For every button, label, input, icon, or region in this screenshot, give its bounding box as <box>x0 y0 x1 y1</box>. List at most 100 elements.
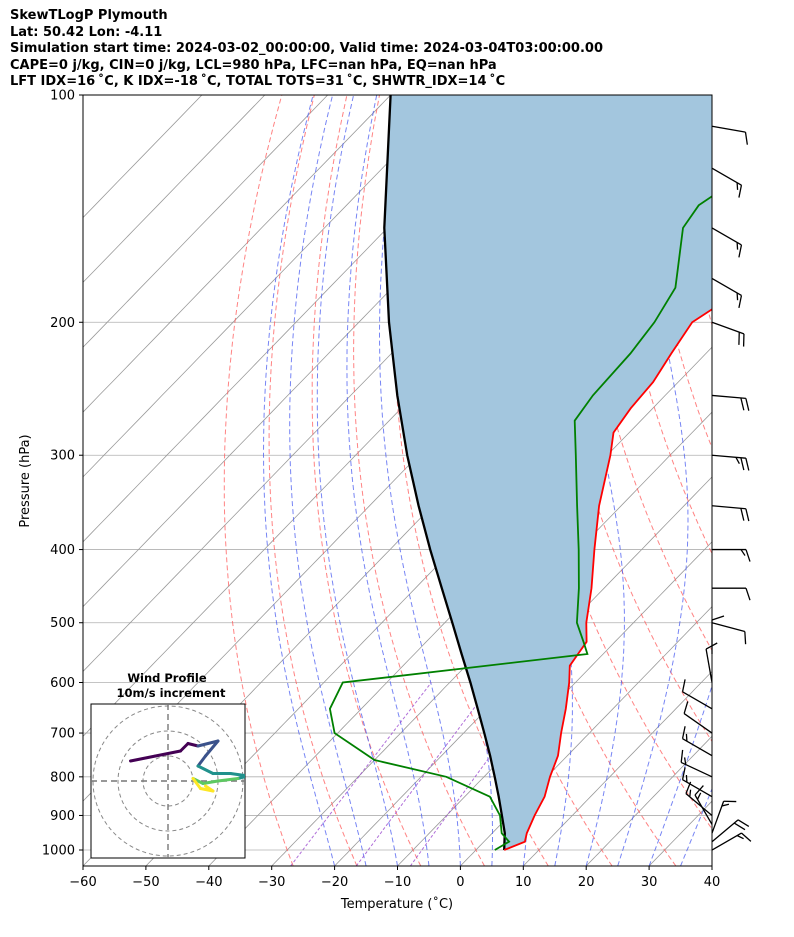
hodograph-segment <box>196 754 207 768</box>
wind-barb <box>711 454 750 471</box>
wind-barb-flag <box>711 615 725 621</box>
title-line-indices: LFT IDX=16 ˚C, K IDX=-18 ˚C, TOTAL TOTS=… <box>10 74 506 89</box>
background-lines <box>83 95 794 866</box>
x-tick-label: −60 <box>69 875 96 890</box>
wind-barb <box>712 548 751 562</box>
wind-barb-staff <box>711 819 739 843</box>
isotherm-line <box>83 95 580 608</box>
hodograph-segment <box>204 784 215 793</box>
wind-barb <box>711 227 743 258</box>
wind-barbs <box>680 125 752 851</box>
wind-barb <box>711 277 743 309</box>
wind-barb-flag <box>745 458 750 471</box>
x-tick-label: 40 <box>704 875 721 890</box>
wind-barb-flag <box>740 508 745 521</box>
moist-adiabat-line <box>316 95 398 866</box>
wind-barb-flag <box>738 185 743 198</box>
isotherm-line <box>83 95 643 673</box>
x-tick-label: −30 <box>258 875 285 890</box>
chart-title-block: SkewTLogP Plymouth Lat: 50.42 Lon: -4.11… <box>10 8 603 91</box>
wind-barb-staff <box>682 738 713 757</box>
wind-barb <box>681 726 713 757</box>
dry-adiabat-line <box>770 95 794 866</box>
wind-barb-staff <box>682 691 713 710</box>
isotherm-line <box>83 95 517 543</box>
wind-barb <box>711 394 750 411</box>
title-line-location: Lat: 50.42 Lon: -4.11 <box>10 24 163 40</box>
moist-adiabat-line <box>379 95 461 866</box>
wind-barb <box>711 615 725 654</box>
y-tick-label: 400 <box>50 543 75 558</box>
hodograph-segment <box>236 775 245 780</box>
wind-barb-flag <box>683 701 689 714</box>
wind-barb-flag <box>738 295 743 309</box>
hodograph-subtitle: 10m/s increment <box>117 686 226 700</box>
wind-barb-flag <box>745 587 751 601</box>
wind-barb <box>694 785 713 825</box>
isotherm-line <box>208 346 712 866</box>
y-axis-label: Pressure (hPa) <box>18 434 33 527</box>
isotherm-line <box>648 800 712 866</box>
hodograph-title: Wind Profile <box>127 671 207 685</box>
wind-barb-flag <box>681 679 686 692</box>
hodograph-segment <box>129 754 157 763</box>
hodograph-segment <box>204 739 220 758</box>
wind-barb-staff <box>705 648 713 683</box>
wind-barb <box>680 749 713 778</box>
wind-barb-staff <box>694 794 713 825</box>
wind-barb-flag <box>745 549 751 562</box>
hodograph-segment <box>216 777 240 783</box>
wind-barb-staff <box>711 622 746 633</box>
axes: −60 −50 −40 −30 −20 −10 0 10 20 30 40 1000 900 800 700… <box>42 89 720 891</box>
wind-barb-flag <box>744 132 748 145</box>
moist-adiabat-line <box>680 787 712 866</box>
title-line-times: Simulation start time: 2024-03-02_00:00:… <box>10 41 603 56</box>
isotherm-line <box>523 670 712 866</box>
dry-adiabat-line <box>268 95 358 866</box>
wind-barb-staff <box>680 761 713 778</box>
wind-barb-flag <box>694 785 704 796</box>
moist-adiabat-line <box>617 95 689 866</box>
dry-adiabat-line <box>738 95 794 866</box>
y-tick-label: 300 <box>50 449 75 464</box>
x-tick-label: 10 <box>515 875 532 890</box>
x-tick-label: 0 <box>456 875 464 890</box>
cin-shaded-area <box>384 95 712 850</box>
hodograph-segment <box>154 749 182 758</box>
moist-adiabat-line <box>711 864 712 866</box>
wind-barb-flag <box>721 803 730 807</box>
wind-barb-staff <box>682 779 713 798</box>
wind-barb-flag <box>696 792 702 800</box>
dry-adiabat-line <box>505 95 712 830</box>
hodograph-segment <box>191 777 202 790</box>
wind-barb <box>712 587 751 601</box>
hodograph-plot <box>91 704 245 858</box>
isotherm-line <box>775 95 794 866</box>
wind-barb-staff <box>711 277 742 297</box>
y-tick-label: 700 <box>50 727 75 742</box>
wind-barb-flag <box>744 631 747 645</box>
y-tick-label: 1000 <box>42 844 75 859</box>
wind-barb-flag <box>745 508 750 522</box>
mixing-ratio-line <box>290 682 432 866</box>
wind-barb-flag <box>736 834 744 840</box>
wind-barb-flag <box>733 822 746 831</box>
wind-barb-flag <box>683 757 687 765</box>
y-tick-label: 500 <box>50 616 75 631</box>
hodograph-segment <box>179 742 190 753</box>
hodograph-segment <box>196 739 220 748</box>
moist-adiabat-line <box>648 684 712 866</box>
wind-barb-staff <box>711 394 746 400</box>
y-tick-label: 200 <box>50 316 75 331</box>
hodograph-segment <box>186 742 200 748</box>
wind-barb-staff <box>711 454 746 459</box>
hodograph-segment <box>201 779 220 785</box>
moist-adiabat-line <box>289 95 367 866</box>
wind-barb-staff <box>711 505 746 510</box>
wind-barb-flag <box>740 549 746 556</box>
y-tick-label: 100 <box>50 89 75 104</box>
wind-barb-flag <box>689 789 692 797</box>
isotherm-line <box>83 95 391 413</box>
dry-adiabat-line <box>639 95 712 449</box>
